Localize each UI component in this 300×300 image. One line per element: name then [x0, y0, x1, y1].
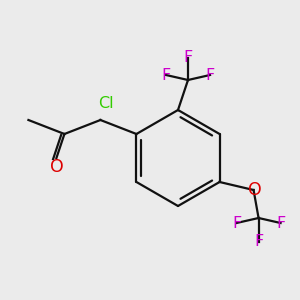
Text: F: F	[206, 68, 214, 82]
Text: Cl: Cl	[99, 97, 114, 112]
Text: F: F	[254, 235, 263, 250]
Text: F: F	[161, 68, 171, 82]
Text: O: O	[50, 158, 63, 176]
Text: F: F	[276, 215, 285, 230]
Text: O: O	[248, 181, 261, 199]
Text: F: F	[183, 50, 193, 65]
Text: F: F	[232, 215, 241, 230]
